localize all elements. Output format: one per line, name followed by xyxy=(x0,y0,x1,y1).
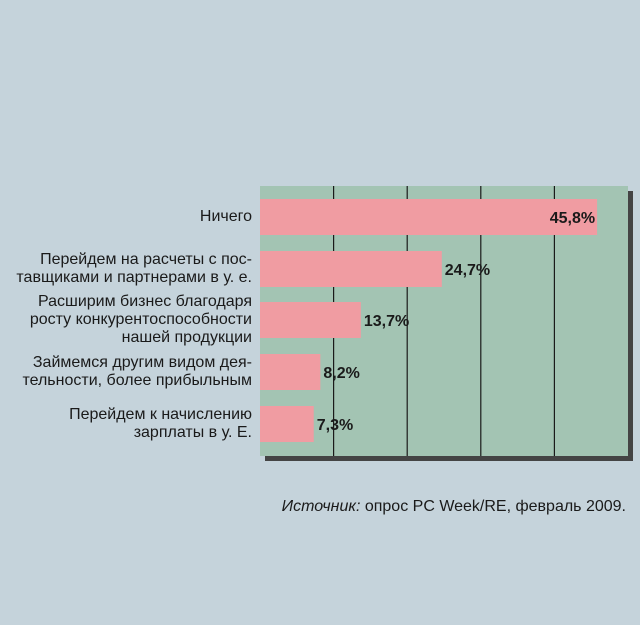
category-label-1: Перейдем на расчеты с пос- тавщиками и п… xyxy=(16,251,252,286)
bar-3 xyxy=(260,354,321,390)
bar-2 xyxy=(260,302,361,338)
source-prefix: Источник: xyxy=(281,498,361,515)
bar-4 xyxy=(260,406,314,442)
category-label-2: Расширим бизнес благодаря росту конкурен… xyxy=(29,293,252,346)
bar-1 xyxy=(260,251,442,287)
category-label-0: Ничего xyxy=(199,208,252,225)
value-label-2: 13,7% xyxy=(364,313,409,330)
value-label-4: 7,3% xyxy=(317,417,353,434)
category-label-3: Займемся другим видом дея- тельности, бо… xyxy=(22,354,252,389)
bar-0 xyxy=(260,199,598,235)
source-note: Источник: опрос PC Week/RE, февраль 2009… xyxy=(282,498,626,516)
source-text: опрос PC Week/RE, февраль 2009. xyxy=(360,498,626,515)
value-label-0: 45,8% xyxy=(550,210,595,227)
value-label-3: 8,2% xyxy=(323,365,359,382)
category-label-4: Перейдем к начислению зарплаты в у. Е. xyxy=(69,406,252,441)
value-label-1: 24,7% xyxy=(445,262,490,279)
